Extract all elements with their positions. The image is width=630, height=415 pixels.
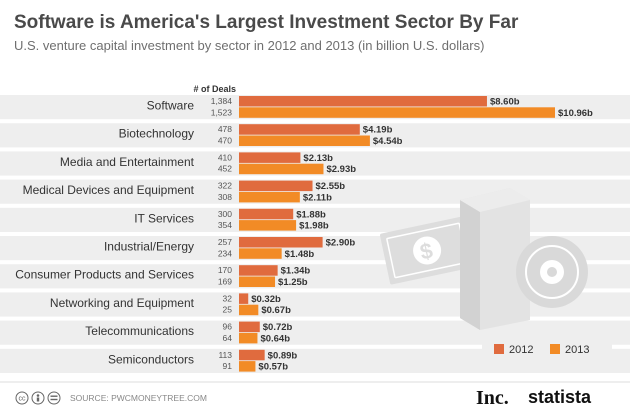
value-label-2013: $1.25b — [278, 277, 308, 288]
value-label-2012: $2.13b — [303, 153, 333, 164]
deal-count-2012: 478 — [218, 124, 232, 134]
category-label: Medical Devices and Equipment — [23, 183, 195, 197]
deal-count-2012: 96 — [223, 322, 233, 332]
bar-2013 — [239, 276, 276, 287]
value-labels: $8.60b $10.96b $4.19b$4.54b $2.13b$2.93b $2.… — [251, 97, 593, 373]
bar-2012 — [239, 180, 313, 192]
deal-count-2013: 470 — [218, 136, 232, 146]
bar-2013 — [239, 304, 259, 316]
value-label-2012: $2.90b — [326, 238, 356, 249]
legend-label-2012: 2012 — [509, 344, 533, 356]
deal-count-2012: 1,384 — [211, 96, 233, 106]
value-label-2012: $2.55b — [316, 181, 346, 192]
no-derivatives-icon — [47, 391, 61, 405]
legend-label-2013: 2013 — [565, 344, 589, 356]
value-label-2012: $8.60b — [490, 97, 520, 108]
inc-logo[interactable]: Inc. — [476, 387, 509, 409]
value-label-2012: $4.19b — [363, 125, 393, 136]
source-text: SOURCE: PWCMONEYTREE.COM — [70, 393, 207, 403]
deal-count-2013: 308 — [218, 192, 232, 202]
deal-count-2012: 170 — [218, 265, 232, 275]
category-label: Networking and Equipment — [50, 296, 195, 310]
value-label-2013: $1.98b — [299, 221, 329, 232]
bar-2012 — [239, 124, 360, 135]
deal-count-2013: 169 — [218, 277, 232, 287]
legend-swatch-2012 — [494, 344, 504, 354]
deal-count-2013: 1,523 — [211, 107, 233, 117]
value-label-2013: $4.54b — [373, 136, 403, 147]
category-label: Semiconductors — [108, 352, 194, 366]
legend-swatch-2013 — [550, 344, 560, 354]
bar-2013 — [239, 163, 324, 175]
deal-count-2013: 354 — [218, 220, 232, 230]
deal-count-2012: 322 — [218, 181, 232, 191]
value-label-2013: $2.11b — [303, 192, 332, 203]
creative-commons-icon — [15, 391, 29, 405]
value-label-2013: $1.48b — [285, 249, 315, 260]
chart-title: Software is America's Largest Investment… — [14, 12, 519, 33]
category-labels: Software Biotechnology Media and Entertain… — [15, 99, 194, 367]
deal-count-2012: 113 — [218, 350, 232, 360]
chart-subtitle: U.S. venture capital investment by secto… — [14, 38, 484, 53]
value-label-2012: $0.72b — [263, 322, 293, 333]
value-label-2013: $0.64b — [260, 333, 290, 344]
value-label-2012: $0.89b — [268, 350, 298, 361]
bar-2012 — [239, 321, 260, 333]
value-label-2013: $0.67b — [261, 305, 291, 316]
deal-count-2013: 64 — [223, 333, 233, 343]
deal-count-2013: 25 — [223, 305, 233, 315]
category-label: Software — [147, 99, 195, 113]
value-label-2013: $10.96b — [558, 108, 593, 119]
deal-count-2012: 410 — [218, 152, 232, 162]
bar-2013 — [239, 248, 282, 259]
bar-2012 — [239, 349, 265, 361]
category-label: IT Services — [134, 211, 194, 225]
deal-count-2013: 91 — [223, 361, 233, 371]
legend: 2012 2013 — [482, 330, 612, 368]
bars — [239, 96, 555, 372]
attribution-icon — [31, 391, 45, 405]
creative-commons-icons: cc — [15, 391, 61, 405]
bar-2012 — [239, 293, 249, 304]
value-label-2012: $0.32b — [251, 294, 281, 305]
deals-header: # of Deals — [193, 84, 236, 94]
statista-logo[interactable]: statista — [528, 387, 592, 407]
bar-2013 — [239, 361, 256, 372]
bar-2012 — [239, 152, 301, 163]
bar-2012 — [239, 237, 323, 248]
creative-commons-icon-glyph: cc — [19, 396, 27, 403]
deal-count-2012: 32 — [223, 293, 233, 303]
value-label-2012: $1.88b — [296, 209, 326, 220]
svg-text:$: $ — [418, 238, 435, 265]
category-label: Telecommunications — [85, 324, 194, 338]
category-label: Biotechnology — [119, 127, 194, 141]
software-illustration-icon: $ — [380, 188, 588, 330]
bar-2013 — [239, 191, 300, 203]
value-label-2013: $2.93b — [326, 164, 356, 175]
deal-count-2012: 300 — [218, 209, 232, 219]
deal-count-2013: 234 — [218, 248, 232, 258]
bar-2012 — [239, 265, 278, 276]
bar-2013 — [239, 107, 555, 118]
bar-2013 — [239, 332, 258, 344]
bar-2013 — [239, 135, 370, 146]
bar-2012 — [239, 96, 487, 107]
value-label-2013: $0.57b — [258, 362, 288, 373]
bar-2012 — [239, 208, 294, 220]
bar-2013 — [239, 220, 297, 231]
category-label: Media and Entertainment — [60, 155, 195, 169]
deal-count-2012: 257 — [218, 237, 232, 247]
category-label: Industrial/Energy — [104, 240, 194, 254]
category-label: Consumer Products and Services — [15, 268, 194, 282]
value-label-2012: $1.34b — [281, 266, 311, 277]
deal-count-2013: 452 — [218, 164, 232, 174]
